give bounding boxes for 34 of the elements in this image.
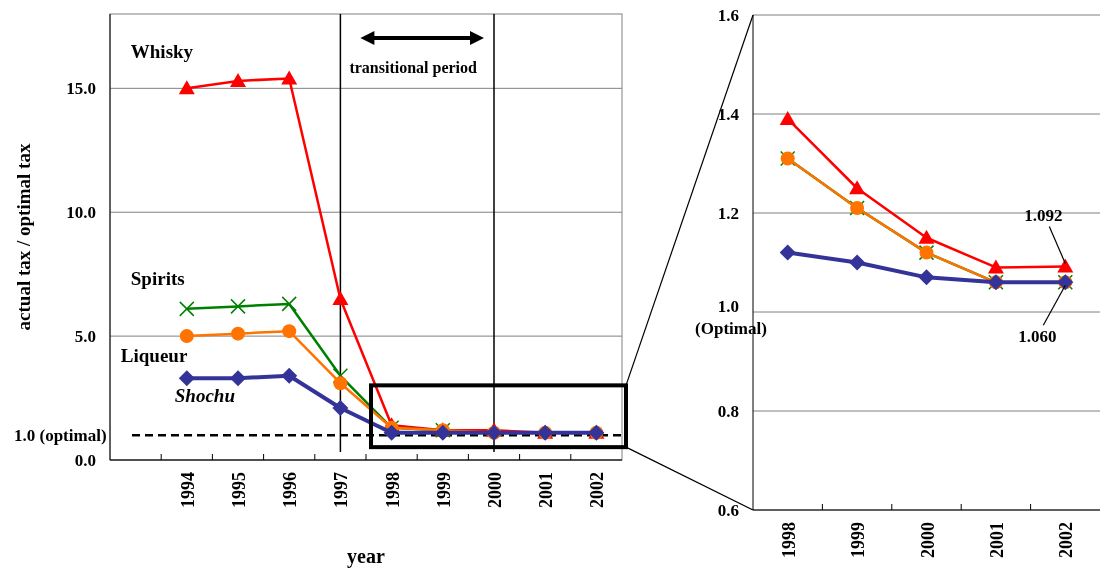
x-tick-label: 2000 [485, 472, 505, 508]
y-tick-label: 5.0 [74, 327, 96, 347]
x-tick-label: 2001 [536, 472, 557, 508]
y-tick-label: 1.2 [717, 204, 739, 223]
y-tick-label: 0.6 [717, 501, 739, 520]
x-tick-label: 2002 [587, 472, 608, 508]
annotation: 1.092 [1024, 206, 1063, 226]
x-tick-label: 2000 [917, 522, 938, 558]
x-tick-label: 1994 [177, 472, 198, 508]
x-tick-label: 1998 [382, 472, 403, 508]
x-tick-label: 1995 [229, 472, 249, 508]
y-tick-label: 15.0 [66, 79, 96, 99]
y-tick-label: 0.8 [717, 402, 739, 421]
y-tick-label: 1.6 [717, 6, 739, 25]
y-tick-label: 0.0 [74, 451, 96, 470]
y-tick-label: 10.0 [66, 203, 96, 223]
y-tick-label: 1.4 [717, 105, 740, 124]
series-label: Whisky [130, 41, 194, 63]
annotation: transitional period [349, 59, 478, 77]
x-tick-label: 1999 [433, 472, 454, 508]
x-tick-label: 1997 [331, 472, 352, 508]
annotation: 1.060 [1018, 327, 1057, 347]
x-tick-label: 1999 [848, 522, 869, 558]
x-tick-label: 2002 [1056, 522, 1077, 558]
x-tick-label: 1998 [778, 522, 799, 558]
y-axis-title: actual tax / optimal tax [13, 143, 34, 331]
x-axis-title: year [347, 545, 385, 568]
series-label: Liqueur [120, 345, 188, 367]
series-label: Spirits [130, 267, 185, 289]
x-tick-label: 1996 [280, 472, 301, 508]
x-tick-label: 2001 [986, 522, 1007, 558]
y-tick-label: 1.0 (Optimal) [695, 297, 767, 338]
series-label: Shochu [174, 385, 235, 407]
ref-line-label: 1.0 (optimal) [14, 426, 107, 446]
